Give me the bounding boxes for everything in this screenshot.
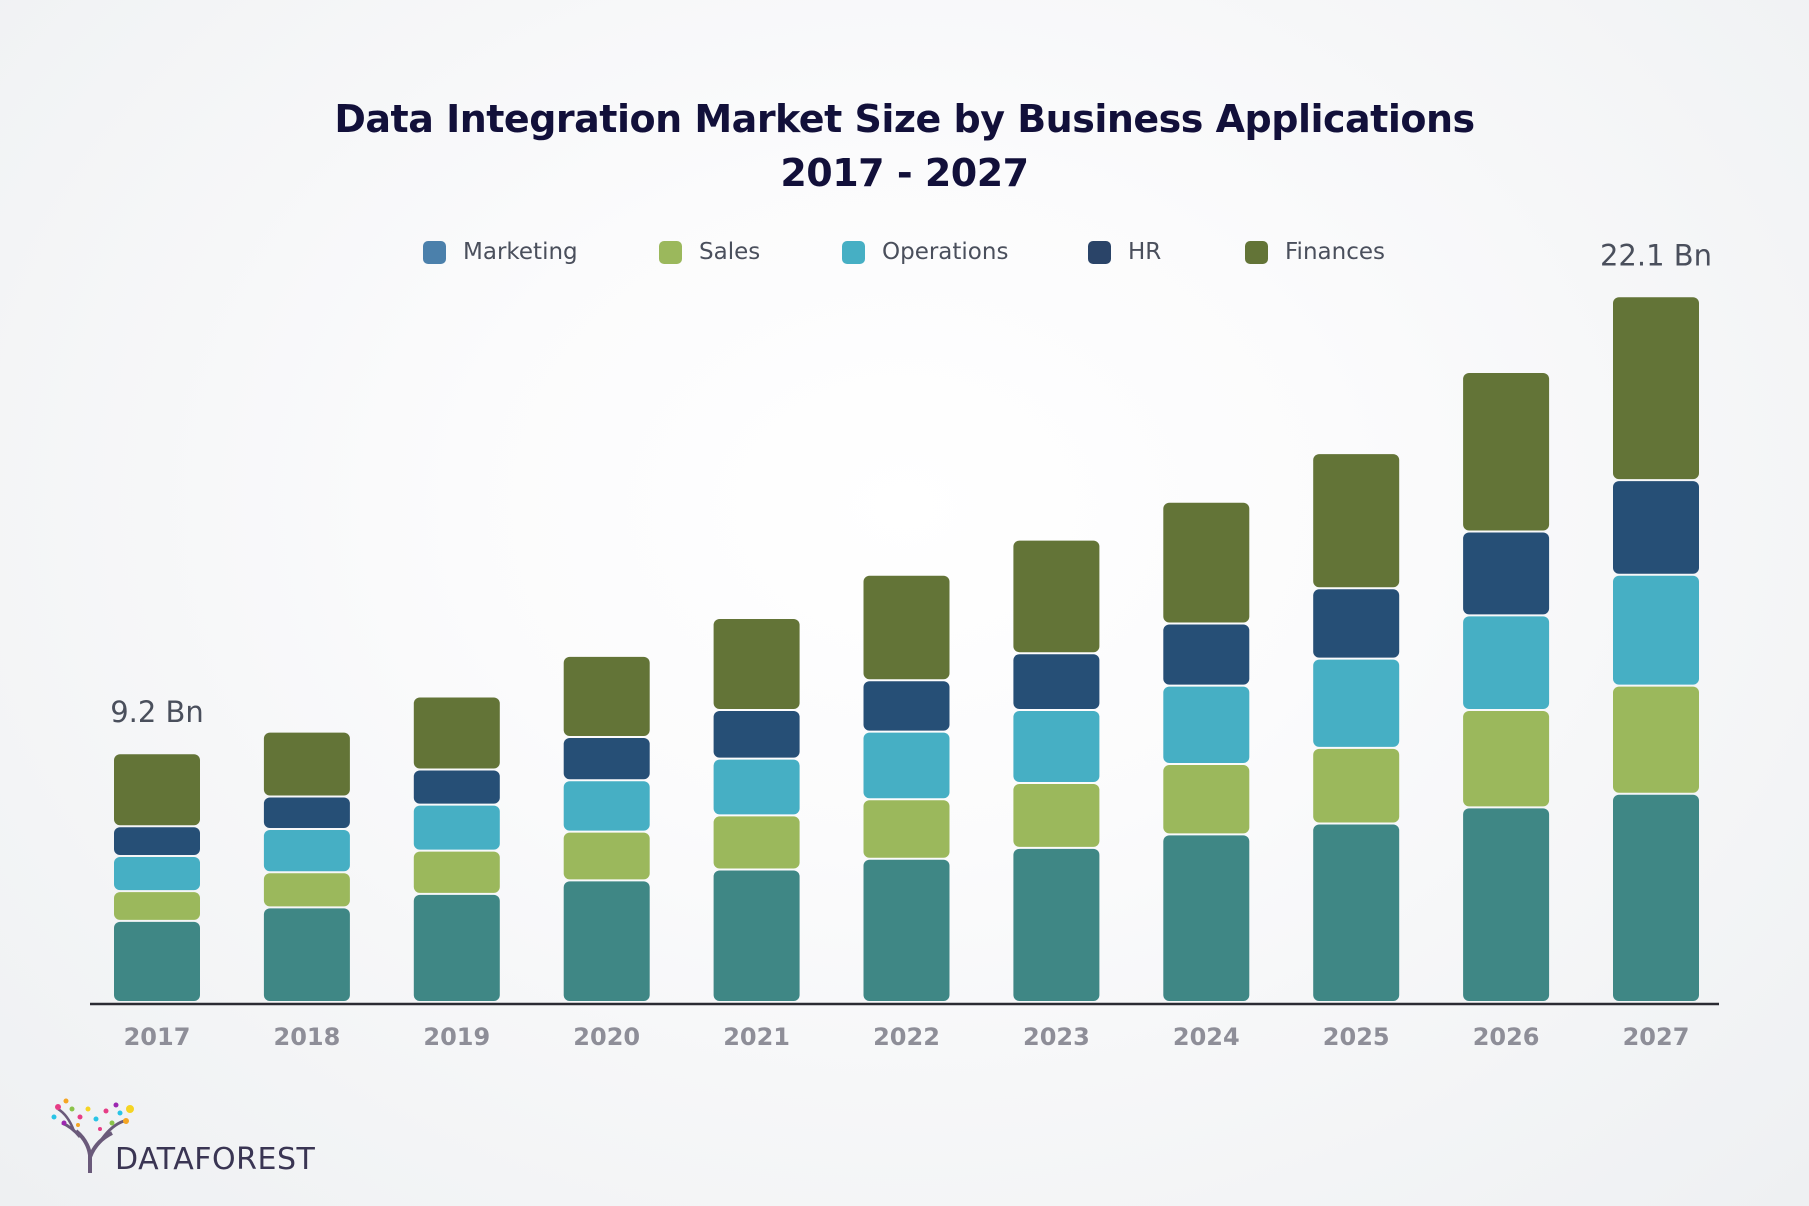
- x-tick-label-2020: 2020: [573, 1023, 640, 1051]
- bar-finances-2019: [413, 697, 500, 769]
- bar-marketing-2025: [1313, 824, 1400, 1001]
- legend-swatch-operations: [842, 240, 865, 264]
- x-axis-ticks: 2017 2018 2019 2020 2021 2022 2023 2024 2025 2026…: [124, 1023, 1690, 1051]
- bar-finances-2022: [863, 575, 950, 680]
- bar-sales-2022: [863, 800, 950, 858]
- bar-finances-2025: [1313, 454, 1400, 588]
- x-tick-label-2027: 2027: [1623, 1023, 1690, 1051]
- bar-hr-2019: [413, 770, 500, 804]
- bar-operations-2026: [1463, 616, 1550, 709]
- legend-label-finances: Finances: [1285, 239, 1385, 265]
- x-tick-label-2021: 2021: [723, 1023, 790, 1051]
- bar-operations-2020: [563, 781, 650, 831]
- bar-finances-2027: [1613, 297, 1699, 480]
- bar-finances-2020: [563, 656, 650, 737]
- x-tick-label-2019: 2019: [423, 1023, 490, 1051]
- chart-title: Data Integration Market Size by Business…: [0, 92, 1809, 200]
- legend-swatch-sales: [659, 240, 682, 264]
- bar-hr-2020: [563, 738, 650, 780]
- legend-label-marketing: Marketing: [463, 239, 578, 265]
- brand-name: DATAFOREST: [115, 1142, 316, 1177]
- bar-marketing-2020: [563, 881, 650, 1001]
- bar-sales-2019: [413, 851, 500, 893]
- legend-swatch-finances: [1245, 240, 1268, 264]
- bar-sales-2020: [563, 832, 650, 880]
- bar-hr-2024: [1163, 624, 1250, 685]
- bar-marketing-2026: [1463, 808, 1550, 1001]
- x-tick-label-2022: 2022: [873, 1023, 940, 1051]
- bar-finances-2026: [1463, 373, 1550, 531]
- bar-operations-2018: [263, 829, 350, 872]
- legend-label-operations: Operations: [882, 239, 1009, 265]
- legend-item-marketing: Marketing: [423, 236, 578, 268]
- bar-hr-2025: [1313, 589, 1400, 658]
- x-tick-label-2024: 2024: [1173, 1023, 1240, 1051]
- bar-marketing-2023: [1013, 848, 1100, 1001]
- total-label-2017: 9.2 Bn: [110, 695, 204, 729]
- bar-marketing-2024: [1163, 835, 1250, 1001]
- legend-item-hr: HR: [1088, 236, 1161, 268]
- bar-marketing-2017: [114, 921, 200, 1001]
- bar-finances-2018: [263, 732, 350, 796]
- legend-item-sales: Sales: [659, 236, 760, 268]
- bar-marketing-2021: [713, 870, 800, 1001]
- bar-hr-2026: [1463, 532, 1550, 615]
- bar-hr-2021: [713, 710, 800, 758]
- bar-sales-2025: [1313, 748, 1400, 823]
- total-label-2027: 22.1 Bn: [1600, 238, 1712, 272]
- bar-sales-2018: [263, 873, 350, 907]
- bar-sales-2023: [1013, 783, 1100, 847]
- legend-label-hr: HR: [1128, 239, 1162, 265]
- chart-title-line-1: Data Integration Market Size by Business…: [334, 97, 1475, 141]
- bar-marketing-2019: [413, 894, 500, 1001]
- bar-operations-2021: [713, 759, 800, 815]
- bar-marketing-2027: [1613, 794, 1699, 1001]
- bar-hr-2023: [1013, 654, 1100, 709]
- bar-finances-2021: [713, 619, 800, 709]
- bar-sales-2027: [1613, 686, 1699, 793]
- bar-operations-2019: [413, 805, 500, 850]
- bar-finances-2017: [114, 754, 200, 826]
- bar-operations-2024: [1163, 686, 1250, 764]
- x-tick-label-2025: 2025: [1323, 1023, 1390, 1051]
- legend-label-sales: Sales: [699, 239, 761, 265]
- bars-layer: [114, 297, 1699, 1001]
- total-annotations: 9.2 Bn 22.1 Bn: [110, 238, 1712, 729]
- legend-item-finances: Finances: [1245, 236, 1385, 268]
- legend-swatch-marketing: [423, 240, 446, 264]
- x-tick-label-2018: 2018: [274, 1023, 341, 1051]
- bar-operations-2023: [1013, 710, 1100, 782]
- bar-hr-2022: [863, 681, 950, 731]
- bar-marketing-2022: [863, 859, 950, 1001]
- legend-item-operations: Operations: [842, 236, 1008, 268]
- bar-sales-2017: [114, 892, 200, 920]
- x-tick-label-2023: 2023: [1023, 1023, 1090, 1051]
- x-tick-label-2017: 2017: [124, 1023, 191, 1051]
- chart-legend: Marketing Sales Operations HR Finances: [0, 236, 1809, 268]
- bar-sales-2024: [1163, 765, 1250, 834]
- bar-hr-2018: [263, 797, 350, 828]
- chart-title-line-2: 2017 - 2027: [780, 151, 1029, 195]
- bar-operations-2025: [1313, 659, 1400, 747]
- x-tick-label-2026: 2026: [1473, 1023, 1540, 1051]
- bar-operations-2027: [1613, 575, 1699, 685]
- brand-logo-icon: [51, 1098, 134, 1173]
- bar-finances-2024: [1163, 502, 1250, 623]
- bar-operations-2022: [863, 732, 950, 799]
- legend-swatch-hr: [1088, 240, 1111, 264]
- bar-operations-2017: [114, 856, 200, 891]
- bar-hr-2027: [1613, 481, 1699, 574]
- bar-marketing-2018: [263, 908, 350, 1001]
- bar-finances-2023: [1013, 540, 1100, 653]
- bar-sales-2026: [1463, 710, 1550, 807]
- bar-sales-2021: [713, 816, 800, 869]
- bar-hr-2017: [114, 827, 200, 855]
